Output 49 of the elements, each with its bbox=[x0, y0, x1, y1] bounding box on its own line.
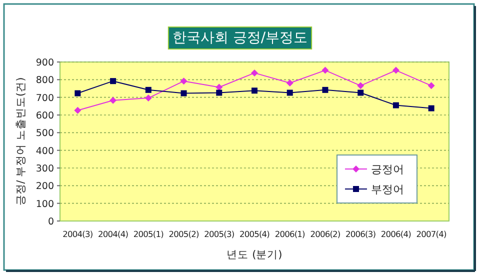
legend-label: 부정어 bbox=[371, 183, 404, 196]
x-tick-label: 2006(4) bbox=[380, 229, 412, 239]
legend-label: 긍정어 bbox=[371, 163, 404, 176]
point bbox=[392, 102, 399, 108]
x-tick-label: 2006(2) bbox=[310, 229, 340, 239]
point bbox=[74, 90, 81, 96]
y-tick-label: 500 bbox=[36, 128, 54, 140]
point bbox=[392, 66, 400, 74]
point bbox=[216, 90, 222, 96]
point bbox=[251, 69, 258, 76]
point bbox=[357, 82, 364, 90]
point bbox=[216, 84, 223, 91]
y-tick-label: 100 bbox=[36, 198, 54, 210]
y-tick-label: 0 bbox=[48, 216, 54, 228]
x-axis-title: 년도 (분기) bbox=[226, 249, 282, 261]
y-tick-label: 600 bbox=[36, 110, 54, 122]
point bbox=[322, 86, 328, 93]
point bbox=[322, 66, 329, 74]
point bbox=[110, 78, 116, 84]
y-tick-label: 300 bbox=[36, 164, 54, 174]
x-tick-label: 2006(1) bbox=[274, 229, 306, 239]
x-tick-label: 2006(3) bbox=[346, 229, 376, 239]
x-tick-label: 2005(3) bbox=[204, 229, 234, 239]
point bbox=[145, 86, 152, 93]
point bbox=[144, 94, 152, 102]
point bbox=[180, 90, 187, 96]
point bbox=[286, 80, 294, 87]
x-tick-label: 2004(4) bbox=[98, 229, 128, 239]
point bbox=[110, 96, 117, 104]
y-axis-title: 긍정/ 부정어 노출빈도(건) bbox=[15, 77, 27, 206]
point bbox=[180, 78, 188, 85]
chart-title: 한국사회 긍정/부정도 bbox=[172, 30, 308, 46]
x-tick-label: 2007(4) bbox=[416, 229, 447, 239]
y-tick-label: 800 bbox=[36, 75, 54, 86]
x-tick-label: 2004(3) bbox=[62, 229, 93, 239]
y-tick-label: 700 bbox=[36, 92, 54, 104]
y-tick-label: 200 bbox=[36, 181, 54, 192]
x-tick-label: 2005(2) bbox=[168, 229, 199, 239]
x-tick-label: 2005(4) bbox=[239, 229, 270, 239]
point bbox=[74, 106, 82, 114]
point bbox=[286, 90, 293, 96]
point bbox=[252, 88, 258, 94]
y-tick-label: 400 bbox=[36, 146, 54, 157]
title: 한국사회 긍정/부정도 bbox=[168, 26, 312, 50]
point bbox=[428, 82, 435, 90]
y-tick-label: 900 bbox=[36, 58, 54, 68]
point bbox=[428, 105, 434, 112]
x-tick-label: 2005(1) bbox=[133, 229, 164, 239]
point bbox=[358, 90, 364, 96]
